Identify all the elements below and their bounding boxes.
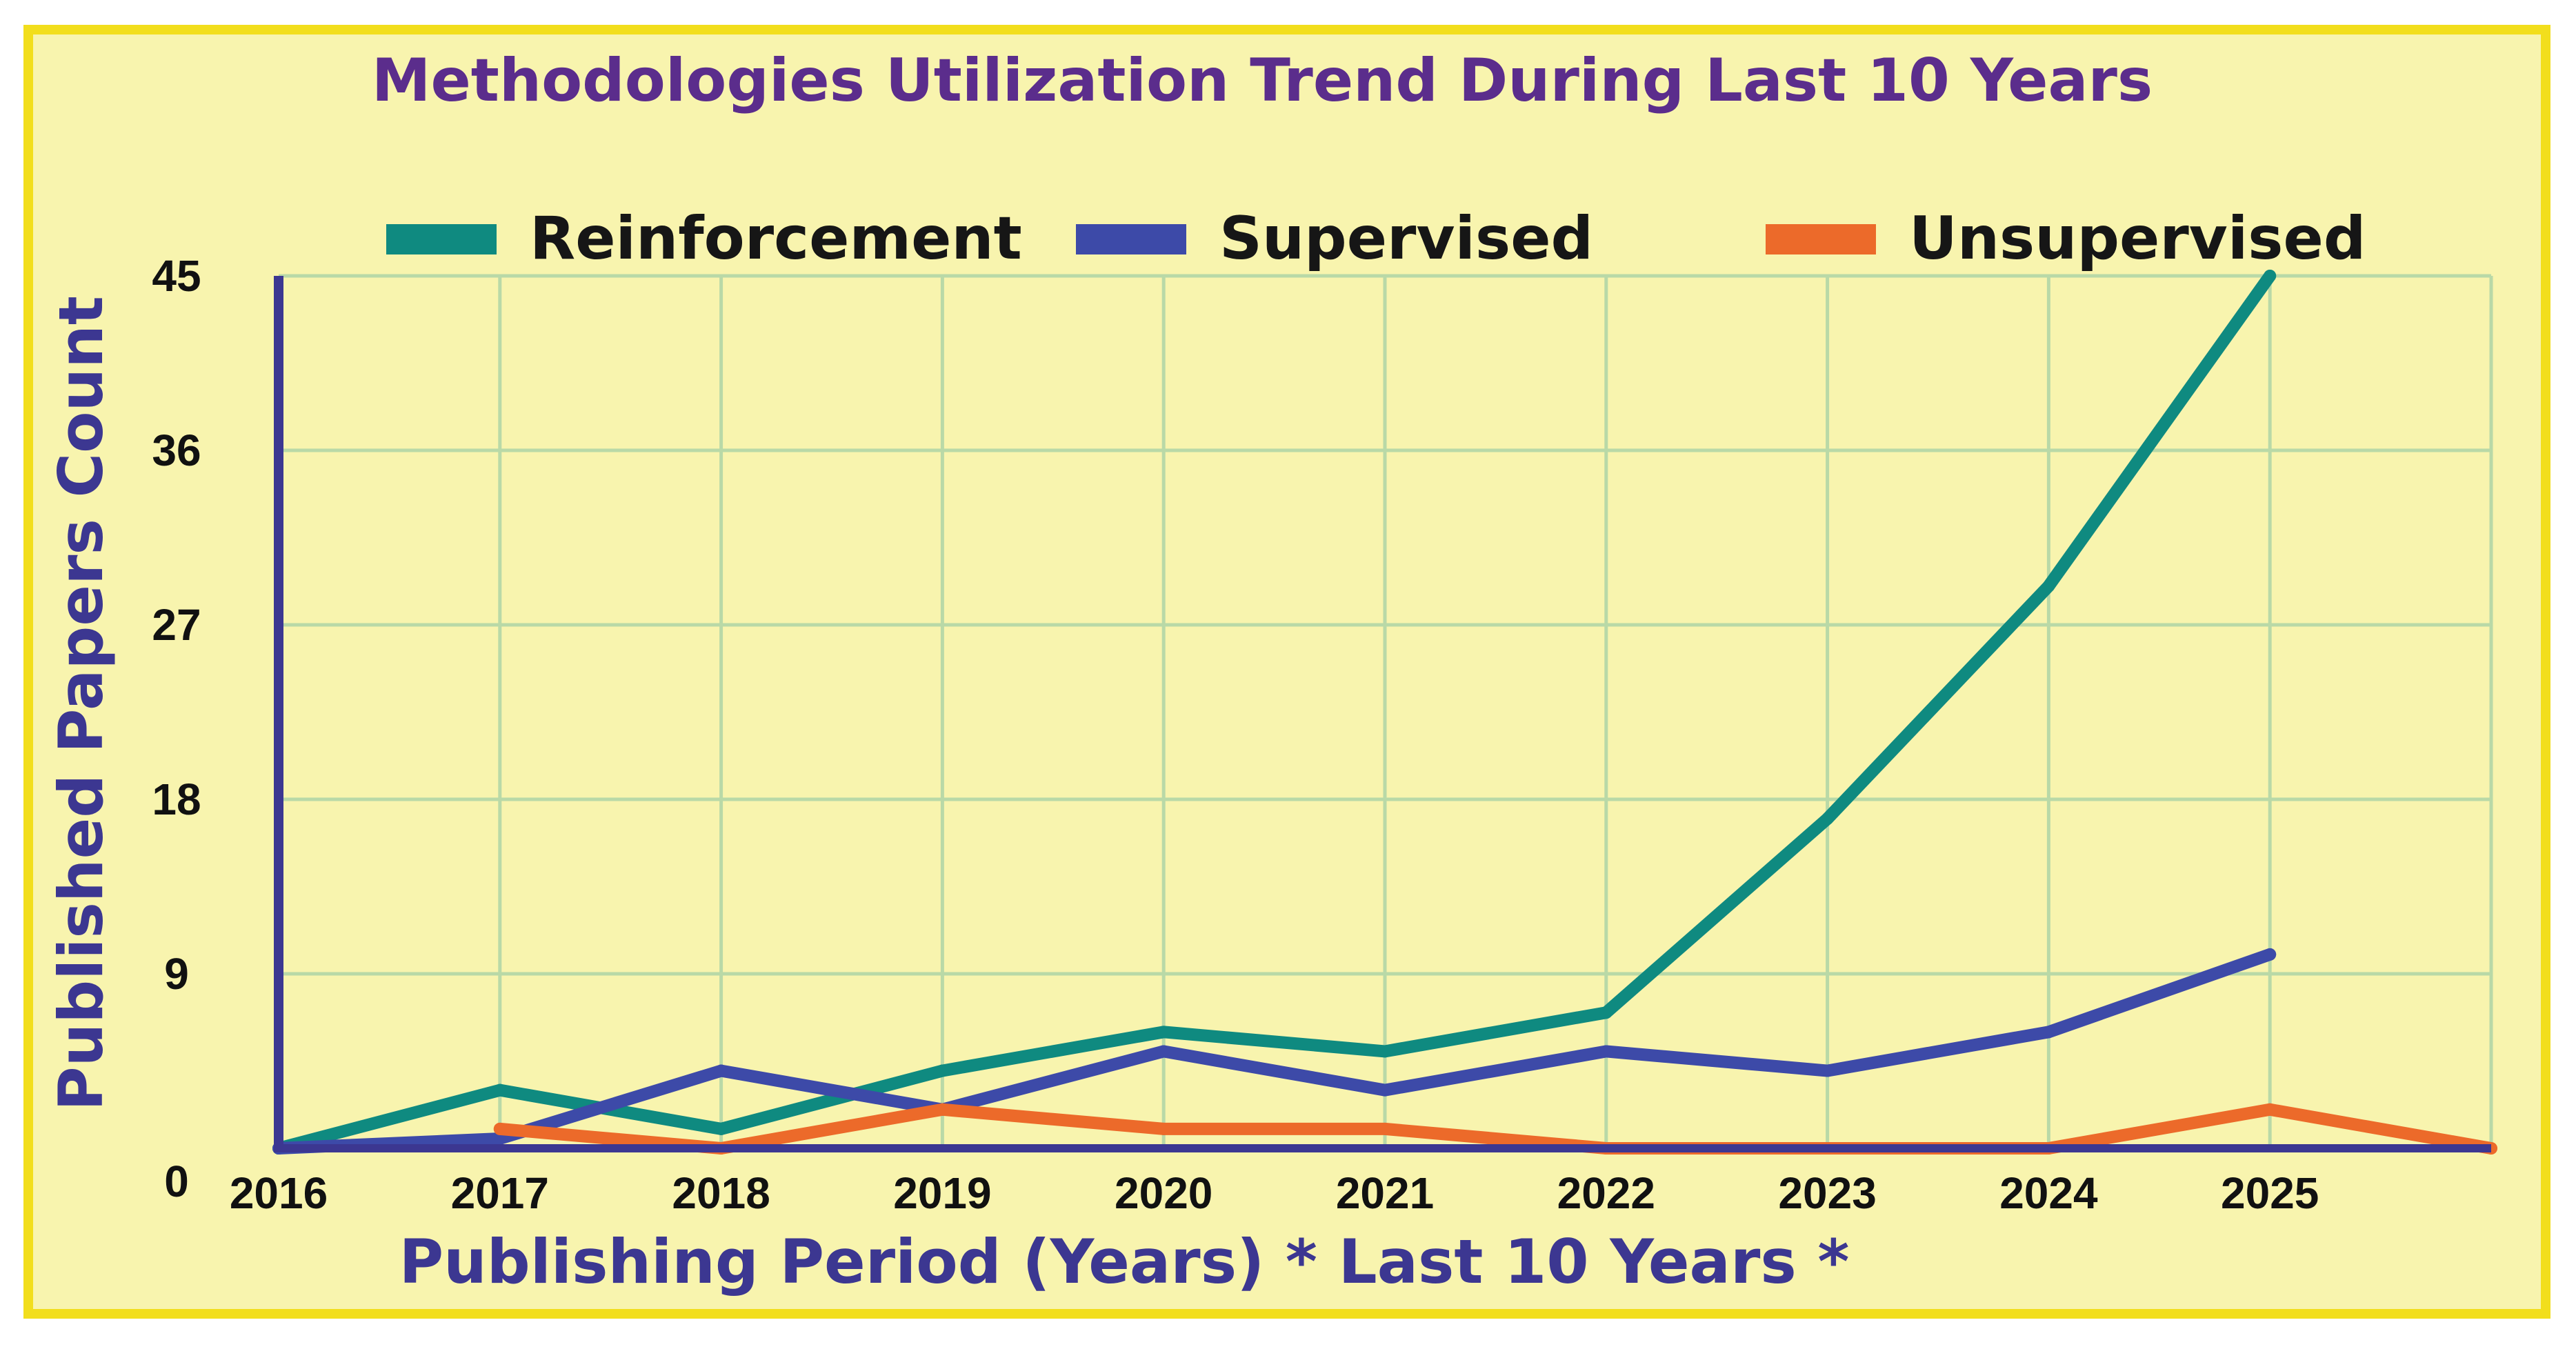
data-point-reinforcement-6 <box>1599 1006 1613 1019</box>
y-tick-label-3: 27 <box>152 600 201 650</box>
legend-swatch-unsupervised <box>1766 224 1876 254</box>
legend-swatch-reinforcement <box>386 224 497 254</box>
y-tick-label-4: 36 <box>152 426 201 475</box>
legend: Reinforcement Supervised Unsupervised <box>386 204 2366 273</box>
x-tick-label-2021: 2021 <box>1336 1168 1434 1218</box>
data-point-reinforcement-4 <box>1157 1026 1170 1039</box>
data-point-reinforcement-5 <box>1379 1045 1391 1058</box>
x-tick-label-2024: 2024 <box>1999 1168 2098 1218</box>
y-tick-label-5: 45 <box>152 251 201 301</box>
grid <box>279 274 2493 1148</box>
x-tick-label-2019: 2019 <box>893 1168 991 1218</box>
series-line-supervised <box>272 948 2277 1155</box>
x-tick-label-2016: 2016 <box>230 1168 328 1218</box>
data-point-reinforcement-7 <box>1821 812 1834 826</box>
data-point-supervised-1 <box>493 1132 506 1145</box>
x-tick-label-2023: 2023 <box>1778 1168 1876 1218</box>
series-line-reinforcement <box>272 270 2277 1155</box>
data-point-reinforcement-9 <box>2264 270 2277 282</box>
x-tick-label-2020: 2020 <box>1115 1168 1212 1218</box>
data-point-unsupervised-0 <box>493 1122 506 1135</box>
y-tick-label-2: 18 <box>152 775 201 824</box>
x-tick-label-2018: 2018 <box>672 1168 770 1218</box>
data-point-supervised-6 <box>1599 1045 1613 1058</box>
legend-swatch-supervised <box>1076 224 1186 254</box>
data-point-unsupervised-8 <box>2264 1103 2277 1116</box>
data-point-supervised-7 <box>1821 1064 1834 1077</box>
series-lines <box>272 270 2497 1155</box>
legend-label-reinforcement: Reinforcement <box>530 204 1022 273</box>
data-point-supervised-2 <box>715 1064 728 1077</box>
x-axis-title: Publishing Period (Years) * Last 10 Year… <box>399 1226 1850 1297</box>
data-point-supervised-8 <box>2042 1026 2055 1039</box>
data-point-unsupervised-2 <box>936 1103 949 1116</box>
chart-title: Methodologies Utilization Trend During L… <box>372 46 2153 115</box>
y-tick-labels: 0 9 18 27 36 45 <box>152 251 201 1206</box>
legend-label-unsupervised: Unsupervised <box>1909 204 2366 273</box>
data-point-reinforcement-8 <box>2042 579 2055 592</box>
data-point-unsupervised-4 <box>1379 1122 1391 1135</box>
data-point-unsupervised-3 <box>1157 1122 1170 1135</box>
data-point-supervised-4 <box>1157 1045 1170 1058</box>
legend-label-supervised: Supervised <box>1219 204 1593 273</box>
x-tick-label-2022: 2022 <box>1557 1168 1655 1218</box>
data-point-reinforcement-2 <box>715 1122 728 1135</box>
x-tick-labels: 2016 2017 2018 2019 2020 2021 2022 2023 2024 2025 <box>230 1168 2319 1218</box>
y-tick-label-1: 9 <box>164 949 189 999</box>
y-tick-label-0: 0 <box>164 1157 189 1206</box>
data-point-reinforcement-3 <box>936 1064 949 1077</box>
y-axis-title: Published Papers Count <box>46 296 117 1111</box>
x-tick-label-2025: 2025 <box>2221 1168 2319 1218</box>
x-tick-label-2017: 2017 <box>451 1168 549 1218</box>
series-line-unsupervised <box>493 1103 2497 1155</box>
data-point-supervised-5 <box>1379 1083 1391 1097</box>
data-point-reinforcement-1 <box>493 1083 506 1097</box>
data-point-supervised-9 <box>2264 948 2277 961</box>
